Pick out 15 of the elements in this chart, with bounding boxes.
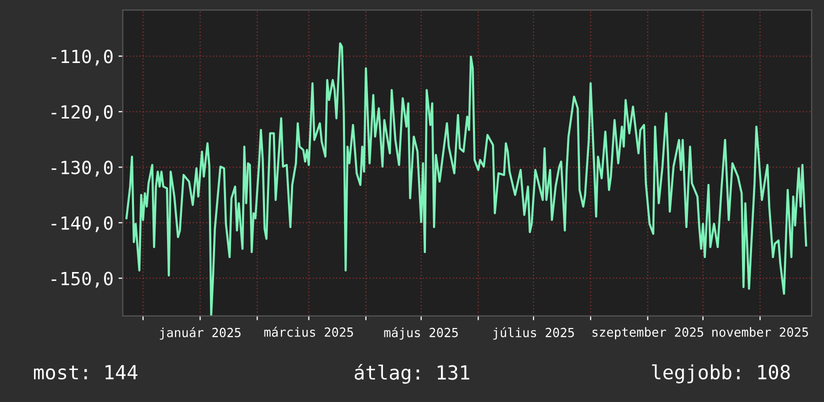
- x-tick-label: január 2025: [160, 327, 241, 340]
- y-tick-label: -110,0: [52, 50, 113, 66]
- x-tick-label: május 2025: [384, 327, 458, 340]
- x-tick-label: március 2025: [264, 326, 353, 337]
- y-tick-label: -120,0: [52, 105, 113, 122]
- y-tick-label: -140,0: [52, 216, 113, 232]
- x-tick-label: november 2025: [712, 327, 808, 337]
- x-tick-label: szeptember 2025: [592, 327, 704, 340]
- line-series: [125, 42, 808, 316]
- text: legjobb: 108: [652, 364, 790, 384]
- x-tick-label: július 2025: [493, 327, 574, 340]
- y-tick-label: -150,0: [52, 272, 113, 288]
- text: most: 144: [34, 365, 138, 380]
- y-tick-label: -130,0: [52, 160, 113, 177]
- text: átlag: 131: [354, 364, 470, 384]
